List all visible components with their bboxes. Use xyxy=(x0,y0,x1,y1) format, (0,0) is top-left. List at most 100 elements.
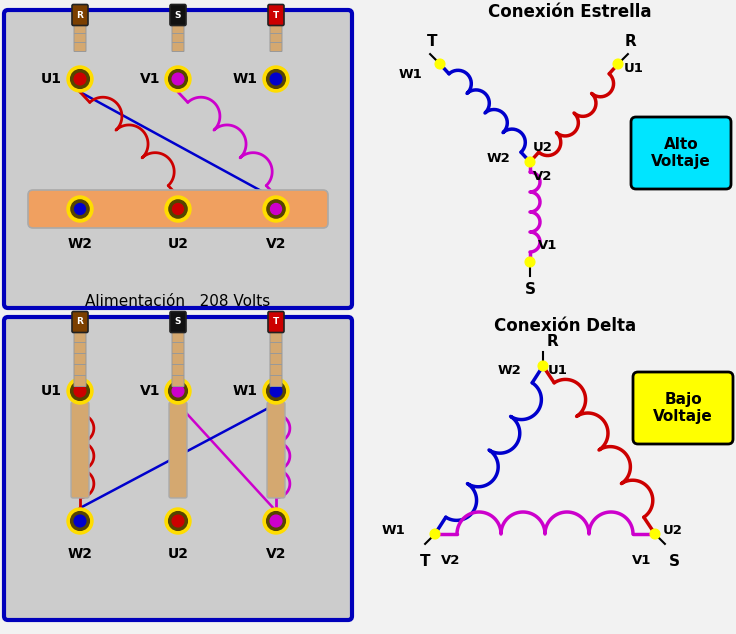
Circle shape xyxy=(172,385,184,397)
Text: R: R xyxy=(77,318,83,327)
Text: Alto
Voltaje: Alto Voltaje xyxy=(651,137,711,169)
Text: T: T xyxy=(420,554,431,569)
Circle shape xyxy=(169,70,188,88)
FancyBboxPatch shape xyxy=(172,42,184,51)
Circle shape xyxy=(430,529,440,539)
Circle shape xyxy=(172,515,184,527)
Circle shape xyxy=(67,508,93,534)
Circle shape xyxy=(266,382,286,400)
Circle shape xyxy=(172,73,184,85)
Circle shape xyxy=(270,385,282,397)
Circle shape xyxy=(263,196,289,222)
Circle shape xyxy=(271,204,281,214)
FancyBboxPatch shape xyxy=(74,354,86,365)
Circle shape xyxy=(650,529,660,539)
FancyBboxPatch shape xyxy=(172,25,184,34)
Circle shape xyxy=(270,73,282,85)
FancyBboxPatch shape xyxy=(170,4,186,25)
Circle shape xyxy=(267,200,285,218)
FancyBboxPatch shape xyxy=(270,332,282,342)
FancyBboxPatch shape xyxy=(172,354,184,365)
FancyBboxPatch shape xyxy=(74,342,86,354)
Circle shape xyxy=(71,200,89,218)
FancyBboxPatch shape xyxy=(71,402,89,498)
FancyBboxPatch shape xyxy=(270,25,282,34)
FancyBboxPatch shape xyxy=(270,42,282,51)
Text: U1: U1 xyxy=(548,363,568,377)
Text: Alimentación   208 Volts: Alimentación 208 Volts xyxy=(85,294,271,309)
Text: U2: U2 xyxy=(168,547,188,561)
Text: W2: W2 xyxy=(498,363,521,377)
Circle shape xyxy=(266,512,286,531)
Circle shape xyxy=(263,378,289,404)
Text: U2: U2 xyxy=(663,524,683,536)
FancyBboxPatch shape xyxy=(74,42,86,51)
FancyBboxPatch shape xyxy=(74,365,86,375)
Circle shape xyxy=(169,200,187,218)
FancyBboxPatch shape xyxy=(268,4,284,25)
Circle shape xyxy=(165,378,191,404)
Text: T: T xyxy=(427,34,437,49)
FancyBboxPatch shape xyxy=(270,342,282,354)
Circle shape xyxy=(266,70,286,88)
Text: Conexión Estrella: Conexión Estrella xyxy=(488,3,652,21)
FancyBboxPatch shape xyxy=(74,375,86,387)
FancyBboxPatch shape xyxy=(72,4,88,25)
FancyBboxPatch shape xyxy=(4,10,352,308)
Circle shape xyxy=(71,512,89,531)
Text: W1: W1 xyxy=(233,72,258,86)
Circle shape xyxy=(169,512,188,531)
Circle shape xyxy=(525,257,535,267)
Text: V2: V2 xyxy=(266,237,286,251)
FancyBboxPatch shape xyxy=(267,402,285,498)
Circle shape xyxy=(74,515,86,527)
Text: V2: V2 xyxy=(533,169,553,183)
FancyBboxPatch shape xyxy=(74,332,86,342)
Circle shape xyxy=(67,378,93,404)
FancyBboxPatch shape xyxy=(4,317,352,620)
Text: R: R xyxy=(77,11,83,20)
Text: R: R xyxy=(547,334,559,349)
FancyBboxPatch shape xyxy=(633,372,733,444)
FancyBboxPatch shape xyxy=(268,311,284,332)
Circle shape xyxy=(169,382,188,400)
Circle shape xyxy=(263,508,289,534)
Text: Bajo
Voltaje: Bajo Voltaje xyxy=(653,392,713,424)
Circle shape xyxy=(165,66,191,92)
Text: U1: U1 xyxy=(41,384,62,398)
Text: W1: W1 xyxy=(233,384,258,398)
Text: T: T xyxy=(273,11,279,20)
Circle shape xyxy=(263,66,289,92)
Text: V1: V1 xyxy=(538,239,557,252)
Text: S: S xyxy=(174,11,181,20)
Text: V1: V1 xyxy=(631,554,651,567)
Text: W1: W1 xyxy=(398,67,422,81)
Circle shape xyxy=(172,204,183,214)
Circle shape xyxy=(270,515,282,527)
FancyBboxPatch shape xyxy=(74,34,86,42)
FancyBboxPatch shape xyxy=(28,190,328,228)
Text: W1: W1 xyxy=(381,524,405,536)
Text: U1: U1 xyxy=(41,72,62,86)
Circle shape xyxy=(67,196,93,222)
Text: S: S xyxy=(525,282,536,297)
FancyBboxPatch shape xyxy=(172,375,184,387)
Text: V2: V2 xyxy=(441,554,461,567)
FancyBboxPatch shape xyxy=(74,25,86,34)
Text: T: T xyxy=(273,318,279,327)
Text: W2: W2 xyxy=(486,152,510,164)
Text: W2: W2 xyxy=(68,547,93,561)
FancyBboxPatch shape xyxy=(170,311,186,332)
FancyBboxPatch shape xyxy=(270,365,282,375)
Text: R: R xyxy=(624,34,636,49)
Text: U2: U2 xyxy=(533,141,553,154)
FancyBboxPatch shape xyxy=(270,375,282,387)
Text: U1: U1 xyxy=(624,63,644,75)
FancyBboxPatch shape xyxy=(172,342,184,354)
FancyBboxPatch shape xyxy=(169,402,187,498)
Circle shape xyxy=(525,157,535,167)
Circle shape xyxy=(71,382,89,400)
FancyBboxPatch shape xyxy=(270,354,282,365)
FancyBboxPatch shape xyxy=(72,311,88,332)
FancyBboxPatch shape xyxy=(172,365,184,375)
